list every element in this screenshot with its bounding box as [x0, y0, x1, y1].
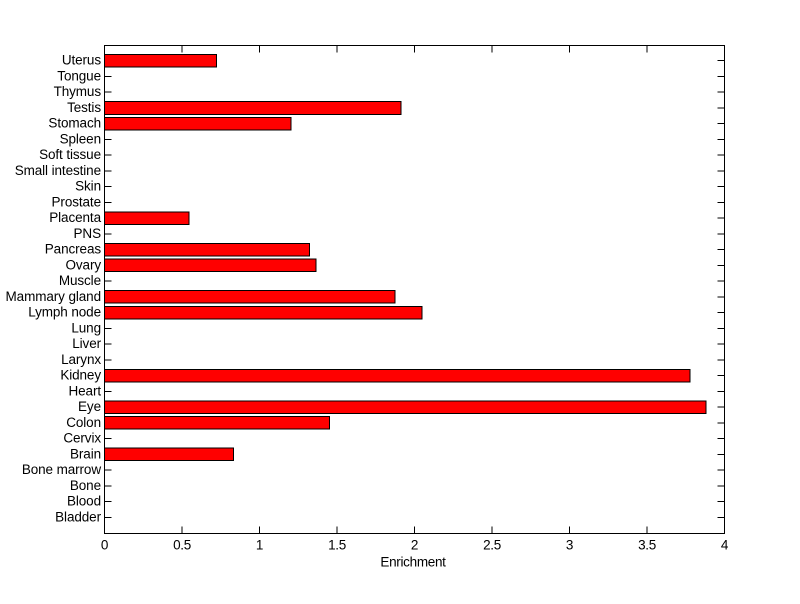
svg-text:2.5: 2.5 [483, 538, 501, 553]
svg-text:Thymus: Thymus [54, 84, 102, 99]
svg-text:Kidney: Kidney [60, 368, 101, 383]
svg-text:Stomach: Stomach [48, 116, 101, 131]
svg-text:Bone marrow: Bone marrow [22, 462, 102, 477]
svg-text:Lymph node: Lymph node [28, 305, 101, 320]
svg-text:2: 2 [411, 538, 418, 553]
svg-text:0: 0 [101, 538, 108, 553]
svg-text:Spleen: Spleen [60, 131, 101, 146]
svg-text:Blood: Blood [67, 494, 101, 509]
svg-text:Cervix: Cervix [63, 431, 101, 446]
svg-text:Enrichment: Enrichment [380, 555, 446, 570]
svg-text:Larynx: Larynx [61, 352, 101, 367]
svg-text:1.5: 1.5 [328, 538, 346, 553]
svg-text:Pancreas: Pancreas [45, 242, 102, 257]
svg-text:Lung: Lung [71, 320, 101, 335]
svg-text:Mammary gland: Mammary gland [6, 289, 101, 304]
svg-text:Liver: Liver [72, 336, 101, 351]
svg-text:PNS: PNS [74, 226, 102, 241]
svg-text:Bladder: Bladder [55, 509, 101, 524]
svg-text:0.5: 0.5 [173, 538, 191, 553]
svg-text:Brain: Brain [70, 446, 101, 461]
svg-text:Colon: Colon [66, 415, 101, 430]
svg-text:Small intestine: Small intestine [15, 163, 101, 178]
svg-text:Heart: Heart [68, 383, 101, 398]
svg-text:Bone: Bone [70, 478, 101, 493]
svg-text:Ovary: Ovary [65, 257, 101, 272]
svg-text:Prostate: Prostate [52, 194, 101, 209]
svg-text:Placenta: Placenta [49, 210, 101, 225]
svg-text:Muscle: Muscle [59, 273, 101, 288]
svg-text:Eye: Eye [78, 399, 101, 414]
svg-text:Uterus: Uterus [62, 53, 102, 68]
svg-text:1: 1 [256, 538, 263, 553]
svg-text:Tongue: Tongue [57, 68, 101, 83]
svg-text:Skin: Skin [75, 179, 101, 194]
svg-text:4: 4 [721, 538, 729, 553]
svg-text:3.5: 3.5 [638, 538, 656, 553]
svg-text:Testis: Testis [67, 100, 101, 115]
svg-text:Soft tissue: Soft tissue [39, 147, 101, 162]
svg-text:3: 3 [566, 538, 573, 553]
